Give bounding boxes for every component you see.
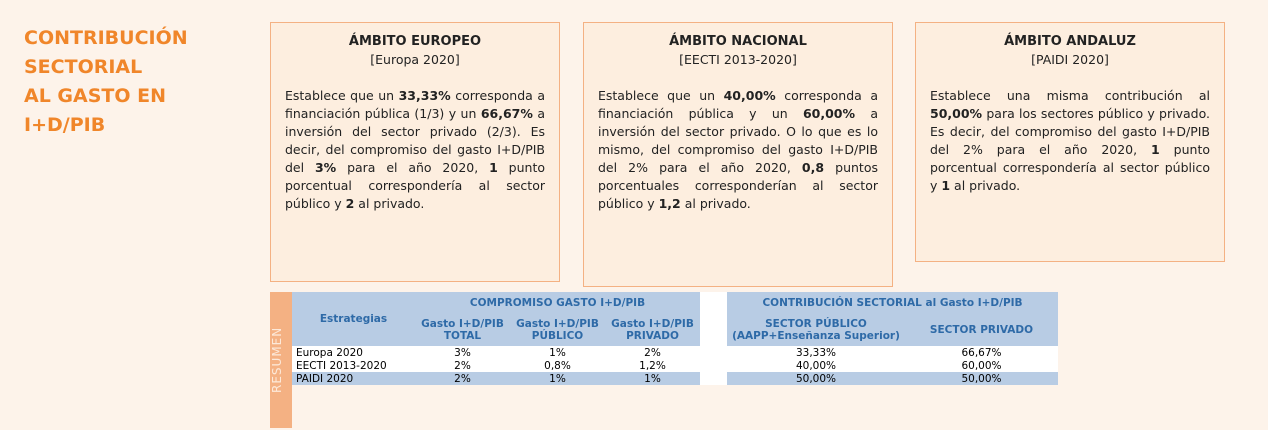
data-cell: Europa 2020 [292, 346, 415, 359]
data-cell: 1% [605, 372, 700, 385]
data-cell: 33,33% [727, 346, 905, 359]
data-cell: 0,8% [510, 359, 605, 372]
info-box: ÁMBITO ANDALUZ [PAIDI 2020] Establece una … [915, 22, 1225, 262]
info-box: ÁMBITO EUROPEO [Europa 2020] Establece que… [270, 22, 560, 282]
data-cell: 40,00% [727, 359, 905, 372]
header-cell: SECTOR PRIVADO [905, 314, 1058, 346]
data-cell: EECTI 2013-2020 [292, 359, 415, 372]
header-line: PÚBLICO [531, 330, 584, 342]
data-cell: 2% [415, 359, 510, 372]
text-run: al privado. [354, 196, 425, 211]
data-cell: 1,2% [605, 359, 700, 372]
text-run: 1 [941, 178, 951, 193]
text-run: corresponda a financiación pública y un [598, 88, 879, 121]
text-run: corresponda a financiación pública (1/3)… [285, 88, 546, 121]
text-run: 1 [489, 160, 498, 175]
header-cell: Gasto I+D/PIB PRIVADO [605, 314, 700, 346]
box-body: Establece que un 40,00% corresponda a fi… [598, 87, 878, 213]
summary-table: Estrategias COMPROMISO GASTO I+D/PIB CONTR… [292, 292, 1058, 385]
text-run: Establece que un [598, 88, 724, 103]
group-header: COMPROMISO GASTO I+D/PIB [415, 292, 700, 314]
text-run: a inversión del sector privado. O lo que… [598, 106, 878, 175]
text-run: 33,33% [398, 88, 451, 103]
data-row: PAIDI 2020 2% 1% 1% 50,00% 50,00% [292, 372, 1058, 385]
text-run: puntos porcentuales corresponderían al s… [598, 160, 878, 211]
header-line: Gasto I+D/PIB [516, 318, 599, 330]
text-run: para el año 2020, [336, 160, 490, 175]
data-cell: 2% [605, 346, 700, 359]
section-title: CONTRIBUCIÓN SECTORIAL AL GASTO EN I+D/PIB [24, 24, 188, 140]
data-cell: 50,00% [905, 372, 1058, 385]
title-line: I+D/PIB [24, 114, 106, 136]
text-run: 66,67% [480, 106, 533, 121]
title-line: AL GASTO EN [24, 85, 167, 107]
header-cell: Estrategias [292, 292, 415, 346]
header-cell: Gasto I+D/PIB PÚBLICO [510, 314, 605, 346]
title-line: SECTORIAL [24, 56, 143, 78]
gap [700, 292, 727, 385]
data-cell: 1% [510, 346, 605, 359]
box-subheading: [Europa 2020] [370, 52, 460, 67]
header-line: Gasto I+D/PIB [611, 318, 694, 330]
header-line: SECTOR PRIVADO [929, 324, 1034, 336]
header-row: Estrategias COMPROMISO GASTO I+D/PIB CONTR… [292, 292, 1058, 385]
text-run: al privado. [680, 196, 751, 211]
box-subheading: [PAIDI 2020] [1031, 52, 1109, 67]
data-cell: PAIDI 2020 [292, 372, 415, 385]
text-run: Establece que un [285, 88, 399, 103]
text-run: 0,8 [801, 160, 825, 175]
text-run: 40,00% [723, 88, 776, 103]
data-cell: 3% [415, 346, 510, 359]
text-run: para los sectores público y privado. Es … [930, 106, 1210, 157]
header-row: Gasto I+D/PIB TOTAL Gasto I+D/PIB PÚBLICO Ga… [292, 314, 1058, 346]
data-cell: 1% [510, 372, 605, 385]
data-cell: 50,00% [727, 372, 905, 385]
data-cell: 2% [415, 372, 510, 385]
text-run: punto porcentual correspondería al secto… [285, 160, 545, 211]
data-cell: 60,00% [905, 359, 1058, 372]
title-line: CONTRIBUCIÓN [24, 27, 188, 49]
header-line: SECTOR PÚBLICO [765, 318, 867, 330]
text-run: al privado. [950, 178, 1021, 193]
text-run: a inversión del sector privado (2/3). Es… [285, 106, 545, 175]
side-label: RESUMEN [270, 292, 292, 428]
group-header: CONTRIBUCIÓN SECTORIAL al Gasto I+D/PIB [727, 292, 1058, 314]
info-box: ÁMBITO NACIONAL [EECTI 2013-2020] Establec… [583, 22, 893, 287]
header-line: Gasto I+D/PIB [421, 318, 504, 330]
box-subheading: [EECTI 2013-2020] [679, 52, 797, 67]
header-cell: SECTOR PÚBLICO (AAPP+Enseñanza Superior) [727, 314, 905, 346]
text-run: 1 [1151, 142, 1160, 157]
text-run: punto porcentual correspondería al secto… [930, 142, 1211, 193]
text-run: 3% [314, 160, 337, 175]
box-heading: ÁMBITO EUROPEO [348, 34, 482, 49]
text-run: 2 [345, 196, 355, 211]
data-cell: 66,67% [905, 346, 1058, 359]
box-body: Establece que un 33,33% corresponda a fi… [285, 87, 545, 213]
header-line: PRIVADO [626, 330, 679, 342]
box-heading: ÁMBITO NACIONAL [669, 34, 807, 49]
data-row: EECTI 2013-2020 2% 0,8% 1,2% 40,00% 60,00% [292, 359, 1058, 372]
text-run: 50,00% [930, 106, 983, 121]
data-row: Europa 2020 3% 1% 2% 33,33% 66,67% [292, 346, 1058, 359]
text-run: Establece una misma contribución al [930, 88, 1210, 103]
header-line: (AAPP+Enseñanza Superior) [732, 330, 900, 342]
text-run: 60,00% [802, 106, 856, 121]
box-heading: ÁMBITO ANDALUZ [1004, 34, 1136, 49]
box-body: Establece una misma contribución al 50,0… [930, 87, 1210, 195]
header-cell: Gasto I+D/PIB TOTAL [415, 314, 510, 346]
text-run: 1,2 [658, 196, 681, 211]
header-line: TOTAL [443, 330, 482, 342]
